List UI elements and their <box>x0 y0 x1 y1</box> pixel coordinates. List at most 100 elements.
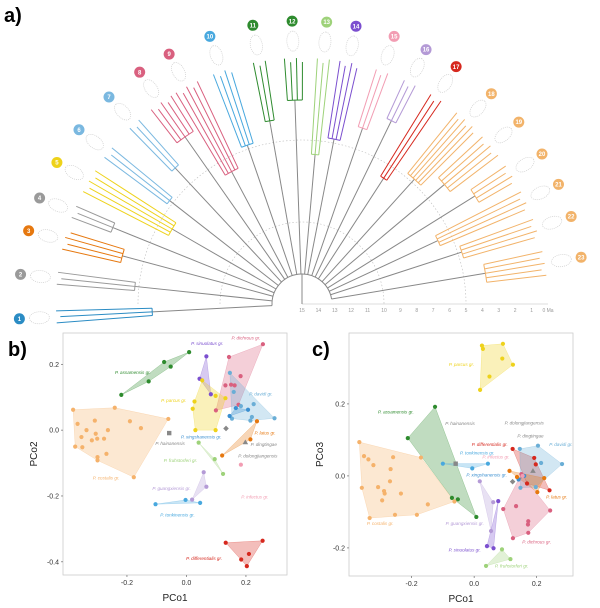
tree-stem <box>294 100 302 275</box>
group-hull-sinuolatus <box>486 501 499 549</box>
data-point-costalis <box>73 444 78 449</box>
plot-area <box>348 332 574 577</box>
tree-stem <box>169 200 279 286</box>
group-label-tonkinensis: P. tonkinensis gr. <box>460 450 494 455</box>
plot-area <box>62 332 288 576</box>
specimen-outline-image <box>48 198 69 213</box>
tree-branch <box>436 198 521 240</box>
group-label-fruhstorferi: P. fruhstorferi gr. <box>164 458 197 463</box>
tree-branch <box>476 175 513 199</box>
tree-branch <box>462 230 538 255</box>
tree-stem <box>269 120 298 275</box>
group-hull-xingshanensis <box>228 407 249 417</box>
data-point-costalis <box>359 485 364 490</box>
clade-badge <box>536 148 548 160</box>
clade-badge-number: 14 <box>353 24 360 30</box>
clade-badge-number: 5 <box>55 161 59 167</box>
data-point-parcus <box>213 393 218 398</box>
tree-branch <box>390 86 409 121</box>
data-point-parcus <box>223 396 228 401</box>
group-label-costalis: P. costalis gr. <box>93 476 120 481</box>
tree-branch <box>60 311 153 318</box>
tree-branch <box>111 147 173 198</box>
data-point-costalis <box>101 436 107 441</box>
tree-branch <box>82 191 169 236</box>
tree-stem <box>324 184 445 286</box>
data-point-sinuolatus <box>491 546 496 551</box>
tree-branch <box>447 152 492 189</box>
specimen-outline-image <box>530 185 551 201</box>
data-point-costalis <box>380 498 385 503</box>
data-point-parcus <box>477 387 483 392</box>
clade-badge <box>552 178 564 190</box>
data-point-costalis <box>418 455 424 460</box>
data-point-dichrous <box>232 383 237 388</box>
data-point-davidi <box>249 414 254 420</box>
data-point-parcus <box>192 399 197 404</box>
clade-node-arc <box>168 222 177 236</box>
clade-badge <box>513 116 525 128</box>
clade-badge <box>388 30 400 42</box>
data-point-dolongjiangensis <box>509 478 516 485</box>
data-point-parcus <box>487 374 492 379</box>
tree-branch <box>88 180 173 230</box>
clade-badge <box>247 19 259 31</box>
data-point-assamensis <box>168 364 173 369</box>
tree-branch <box>219 75 246 147</box>
specimen-outline-image <box>114 102 132 121</box>
clade-badge-number: 12 <box>289 19 296 25</box>
tree-branch <box>314 62 324 155</box>
tree-branch <box>335 63 353 140</box>
tree-branch <box>386 100 442 181</box>
clade-node-arc <box>386 118 397 124</box>
tree-branch <box>444 145 491 185</box>
data-point-latus <box>542 475 547 481</box>
tree-branch <box>56 315 153 324</box>
data-point-latus <box>254 419 260 424</box>
tree-branch <box>224 70 250 145</box>
data-point-parcus <box>500 341 506 346</box>
tree-branch <box>383 100 435 179</box>
data-point-costalis <box>105 428 111 433</box>
tree-branch <box>357 69 377 127</box>
tree-branch <box>186 86 233 172</box>
time-tick-label: 7 <box>432 308 435 314</box>
group-label-latus: P. latus gr. <box>254 430 275 435</box>
specimen-outline-image <box>542 215 563 230</box>
data-point-sinuolatus <box>204 354 209 359</box>
specimen-outline-image <box>494 126 513 144</box>
group-label-hainanensis: P. hainanensis <box>445 421 475 426</box>
tree-branch <box>129 127 173 172</box>
data-point-assamensis <box>432 404 438 409</box>
clade-node-arc <box>287 99 303 102</box>
data-point-davidi <box>518 485 523 490</box>
clade-node-arc <box>224 167 239 176</box>
data-point-costalis <box>166 416 171 422</box>
data-point-costalis <box>92 418 97 423</box>
tree-branch <box>459 218 534 247</box>
y-axis-label: PCo3 <box>315 442 326 467</box>
tree-branch <box>473 172 506 195</box>
specimen-outline-image <box>286 30 300 52</box>
panel-c-label: c) <box>312 339 330 361</box>
data-point-latus <box>514 474 520 480</box>
tree-branch <box>486 274 547 283</box>
clade-badge-number: 15 <box>391 35 398 41</box>
tree-branch <box>463 237 535 259</box>
group-label-differentialis: P. differentialis gr. <box>472 442 508 447</box>
specimen-outline-image <box>437 74 454 93</box>
data-point-costalis <box>95 436 100 441</box>
y-tick-label: -0.2 <box>47 493 59 500</box>
data-point-parcus <box>479 343 485 348</box>
tree-stem <box>304 154 316 275</box>
specimen-outline-image <box>318 31 332 53</box>
tree-stem <box>314 120 392 278</box>
data-point-assamensis <box>187 349 192 355</box>
specimen-outline-image <box>469 99 487 118</box>
specimen-outline-image <box>64 164 84 181</box>
clade-badge-number: 20 <box>539 152 546 158</box>
tree-branch <box>327 60 341 139</box>
specimen-outline-image <box>345 35 359 57</box>
data-point-differentialis <box>239 557 244 562</box>
tree-branch <box>362 75 382 129</box>
